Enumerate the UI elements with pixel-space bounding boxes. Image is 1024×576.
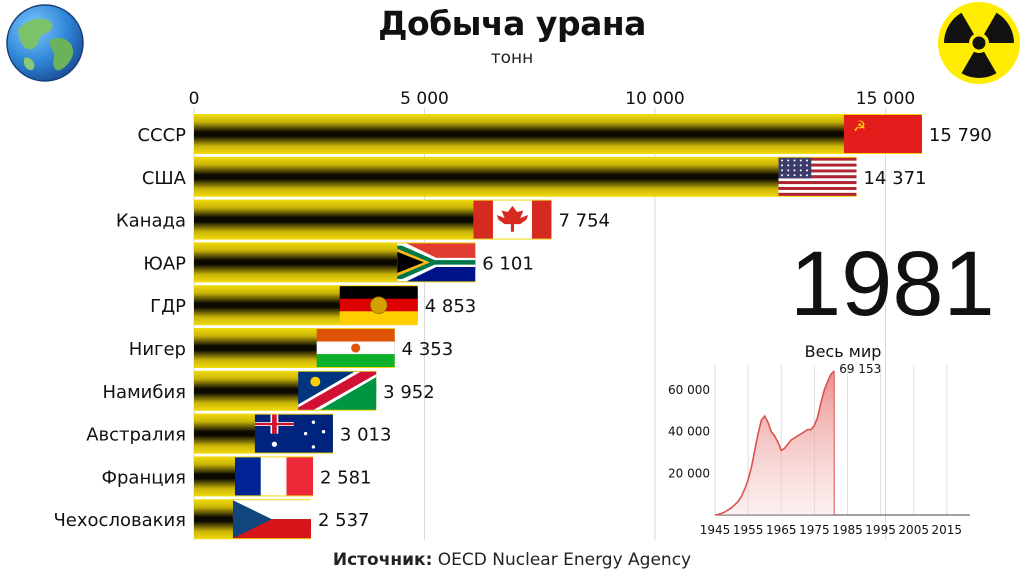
bar-x-tick-label: 10 000 [625, 89, 684, 109]
flag-gdr-icon [339, 286, 418, 325]
flag-canada-icon [473, 200, 552, 239]
bar-value-label: 15 790 [929, 125, 992, 146]
bar-category-label: ЮАР [143, 253, 186, 274]
radiation-icon [938, 2, 1020, 84]
world-area [715, 370, 835, 515]
source-note: Источник: OECD Nuclear Energy Agency [0, 550, 1024, 570]
world-x-tick-label: 1955 [733, 523, 764, 537]
flag-czechoslovakia-icon [232, 500, 311, 539]
page-subtitle: тонн [490, 48, 534, 68]
bar-category-label: Намибия [103, 382, 186, 403]
bar-value-label: 6 101 [482, 253, 534, 274]
world-end-label: 69 153 [839, 362, 881, 376]
world-x-tick-label: 1945 [700, 523, 731, 537]
bar-value-label: 7 754 [558, 211, 610, 232]
bar-value-label: 2 581 [320, 467, 372, 488]
bar-category-label: Австралия [86, 425, 186, 446]
bar-x-tick-label: 5 000 [400, 89, 449, 109]
flag-south-africa-icon [397, 243, 476, 282]
flag-namibia-icon [298, 371, 377, 410]
bar-category-label: СССР [137, 125, 186, 146]
source-label: Источник: [332, 550, 433, 570]
flag-ussr-icon: ☭ [843, 115, 922, 153]
bar-x-tick-label: 15 000 [856, 89, 915, 109]
bar-value-label: 2 537 [318, 510, 370, 531]
world-y-tick-label: 20 000 [668, 466, 710, 480]
world-x-tick-label: 1965 [766, 523, 797, 537]
bar-category-label: Франция [102, 467, 187, 488]
bar-value-label: 3 013 [340, 425, 392, 446]
bar [194, 156, 857, 197]
bar-category-label: ГДР [150, 296, 186, 317]
flag-usa-icon [778, 157, 857, 196]
world-chart-title: Весь мир [805, 342, 882, 361]
world-y-tick-label: 40 000 [668, 425, 710, 439]
bar-category-label: США [142, 168, 187, 189]
flag-australia-icon [254, 414, 333, 453]
page-title: Добыча урана [378, 4, 646, 43]
world-line [714, 370, 835, 516]
bar-category-label: Канада [116, 211, 186, 232]
bar [194, 114, 922, 154]
world-x-tick-label: 1995 [865, 523, 896, 537]
source-text: OECD Nuclear Energy Agency [437, 550, 692, 570]
flag-niger-icon [316, 329, 395, 367]
bar-category-label: Нигер [129, 339, 186, 360]
bar-x-tick-label: 0 [189, 89, 200, 109]
flag-france-icon [234, 457, 313, 496]
world-x-tick-label: 1985 [832, 523, 863, 537]
bar-value-label: 3 952 [383, 382, 435, 403]
world-chart: Весь мир 20 000 40 000 60 000 1945 1955 1965… [668, 342, 970, 537]
world-x-tick-label: 1975 [799, 523, 830, 537]
bar-category-label: Чехословакия [53, 510, 186, 531]
bar-value-label: 14 371 [864, 168, 927, 189]
bar-chart: 0 5 000 10 000 15 000 ☭ СССР 15 790 США 14 371 К… [53, 89, 992, 540]
year-label: 1981 [790, 233, 995, 335]
world-y-tick-label: 60 000 [668, 383, 710, 397]
svg-text:☭: ☭ [853, 119, 866, 135]
globe-icon [6, 4, 84, 82]
bar-value-label: 4 353 [402, 339, 454, 360]
bar-value-label: 4 853 [425, 296, 477, 317]
world-x-tick-label: 2005 [898, 523, 929, 537]
world-x-tick-label: 2015 [932, 523, 963, 537]
